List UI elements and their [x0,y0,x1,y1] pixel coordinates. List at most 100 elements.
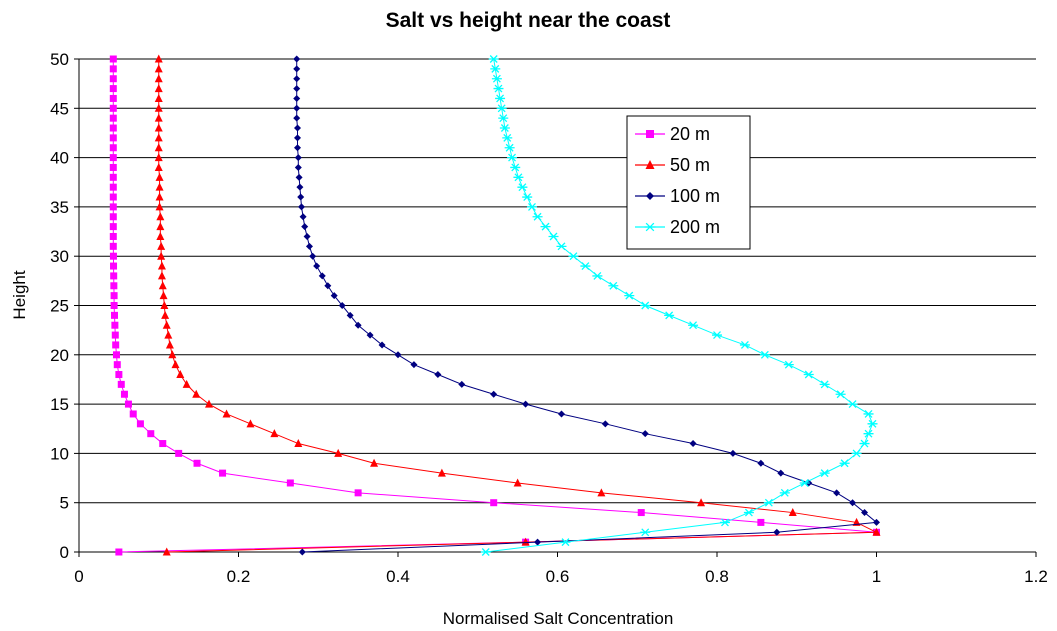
data-point [115,371,123,379]
data-point [833,489,841,497]
data-point [110,311,118,319]
data-point [592,271,603,280]
data-point [354,489,362,497]
grid [79,58,1036,553]
data-point [783,360,794,369]
legend-marker [645,160,655,169]
data-point [849,499,857,507]
data-point [109,114,117,122]
data-point [155,202,164,211]
data-point [109,154,117,162]
data-point [354,321,362,329]
data-point [109,94,117,102]
data-point [309,252,317,260]
data-point [109,104,117,112]
data-point [129,410,137,418]
data-point [293,55,301,63]
data-point [109,232,117,240]
y-tick-label: 25 [50,297,69,316]
data-point [158,281,167,290]
data-point [110,302,118,309]
x-tick-label: 0.6 [546,567,570,586]
data-point [156,222,165,231]
data-point [719,518,730,527]
data-point [124,400,132,408]
series-20-m [109,55,880,556]
data-point [110,282,118,290]
data-point [175,449,183,457]
data-point [532,212,543,221]
legend: 20 m 50 m 100 m 200 m [626,115,751,250]
data-point [301,223,309,231]
legend-item: 50 m [635,155,710,175]
data-point [192,389,201,398]
data-point [517,183,528,192]
data-point [115,548,123,556]
data-point [147,430,155,438]
data-point [155,192,164,201]
data-point [162,320,171,329]
y-tick-label: 45 [50,99,69,118]
data-point [154,54,163,63]
data-point [773,528,781,536]
data-point [299,213,307,221]
data-point [637,509,645,517]
data-point [303,232,311,240]
data-point [640,301,651,310]
data-point [729,449,737,457]
data-point [757,459,765,467]
data-point [171,360,180,369]
y-tick-label: 15 [50,395,69,414]
data-point [313,262,321,270]
data-point [154,113,163,122]
y-tick-label: 20 [50,346,69,365]
data-point [330,292,338,300]
data-point [154,64,163,73]
data-point [293,114,301,122]
data-point [112,341,120,349]
data-point [851,449,862,458]
data-point [513,173,524,182]
data-point [496,104,507,113]
data-point [165,340,174,349]
data-point [298,548,306,556]
data-point [293,104,301,112]
data-point [156,231,165,240]
data-point [155,182,164,191]
y-tick-label: 5 [60,494,69,513]
data-point [712,331,722,340]
data-point [556,242,567,251]
series-100-m [293,55,880,556]
data-point [109,124,117,132]
series-layer [109,54,881,556]
data-point [109,213,117,221]
data-point [222,409,231,418]
legend-marker [646,192,654,200]
data-point [560,538,571,547]
data-point [580,262,591,271]
data-point [378,341,386,349]
data-point [867,419,878,428]
data-point [338,302,346,309]
x-tick-label: 0.2 [227,567,251,586]
data-point [154,93,163,102]
data-point [835,390,846,399]
data-point [109,242,117,250]
data-point [522,400,530,408]
data-point [490,499,498,507]
data-point [819,469,830,478]
data-point [294,154,302,162]
data-point [160,301,169,309]
x-tick-label: 0.8 [705,567,729,586]
data-point [270,429,279,438]
data-point [522,193,533,201]
data-point [164,330,173,339]
legend-marker [646,130,654,138]
data-point [434,371,442,379]
data-point [154,133,163,142]
data-point [490,390,498,398]
x-tick-label: 1 [872,567,881,586]
data-point [157,261,166,270]
legend-marker [644,222,656,232]
